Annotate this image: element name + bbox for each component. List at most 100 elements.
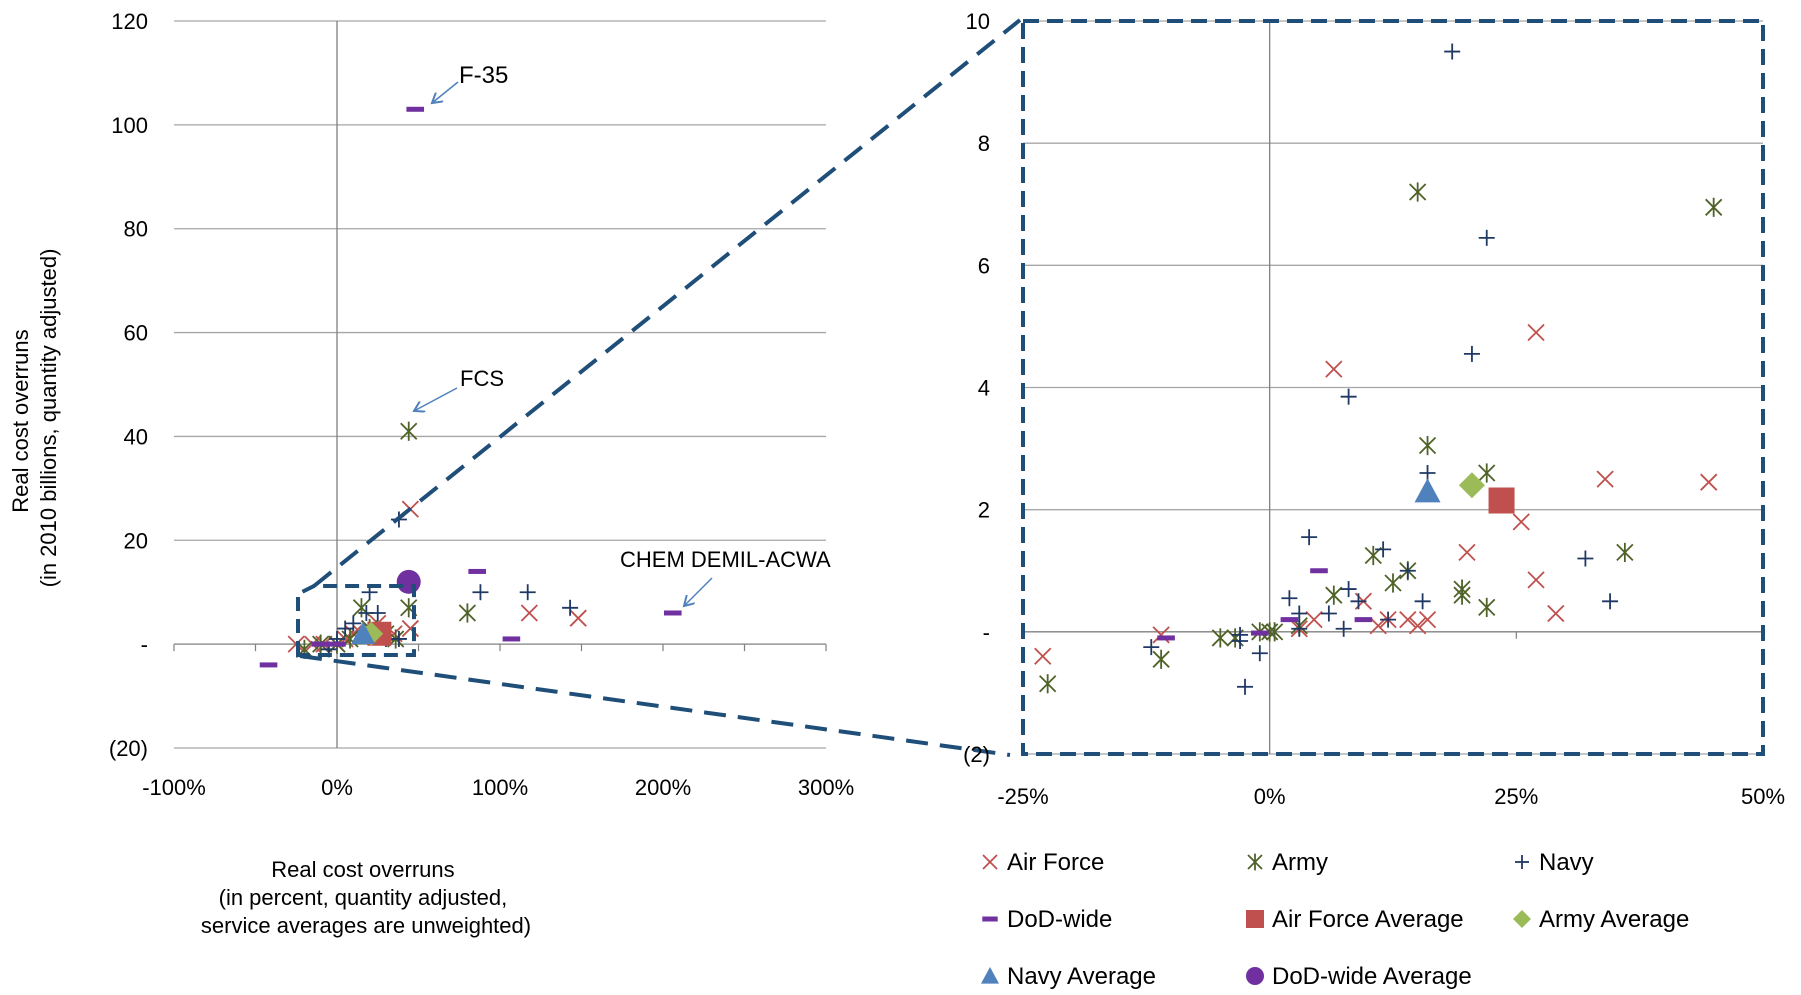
left-point-dod-wide [311,641,330,647]
legend-item-dod-wide: DoD-wide [982,906,1112,933]
right-point-dod-wide [1310,568,1328,574]
right-point-navy [1577,550,1594,567]
right-point-air-force [1034,647,1052,665]
left-point-navy [562,599,579,616]
right-point-navy [1444,43,1461,60]
right-point-navy [1237,678,1253,695]
left-x-tick-label: -100% [142,775,206,800]
legend-label-air-force: Air Force [1007,849,1104,876]
right-point-air-force [1418,610,1437,629]
legend: Air Force Army Navy DoD-wide Air Force Avera… [981,849,1689,990]
annotation-f35: F-35 [459,62,508,89]
right-y-tick-label: 6 [978,253,990,278]
right-point-navy [1340,388,1357,405]
right-point-navy [1143,639,1160,656]
right-point-navy [1291,605,1308,622]
right-x-tick-labels: -25% 0% 25% 50% [997,784,1785,809]
right-point-army [1152,649,1170,669]
left-y-tick-label: (20) [109,736,148,761]
left-x-tick-label: 0% [321,775,353,800]
left-zoom-region [296,584,416,657]
right-point-navy [1414,593,1431,610]
legend-label-dod-wide: DoD-wide [1007,906,1112,933]
right-point-army [1478,463,1496,483]
right-point-air-force [1527,571,1545,589]
right-point-dod-wide [1354,617,1373,623]
right-point-army [1325,585,1343,605]
right-point-air-force [1458,543,1476,562]
left-point-army [400,421,418,441]
left-point-air-force [520,604,538,622]
left-point-navy [369,604,386,621]
legend-label-army-average: Army Average [1539,906,1689,933]
legend-item-air-force-average: Air Force Average [1246,906,1464,933]
left-x-tick-label: 200% [635,775,691,800]
annotation-fcs-arrow [414,387,458,411]
legend-marker-air-force-average [1246,910,1264,928]
right-point-navy [1463,345,1480,362]
right-point-air-force [1700,473,1718,491]
right-point-navy-average [1414,478,1441,503]
legend-item-army: Army [1247,849,1328,876]
right-point-army [1409,182,1427,202]
right-zoom-frame [1021,19,1765,756]
right-point-navy [1335,620,1352,637]
right-gridlines [1023,20,1763,755]
left-x-tick-label: 100% [472,775,528,800]
left-x-tick-labels: -100% 0% 100% 200% 300% [142,775,854,800]
legend-item-navy: Navy [1515,849,1594,876]
left-point-navy [519,584,536,601]
left-y-tick-label: 80 [124,217,148,242]
right-point-army [1384,573,1402,593]
right-point-dod-wide [1251,630,1269,636]
left-point-dod-wide [406,106,425,112]
right-point-navy [1399,562,1416,579]
right-x-tick-label: 25% [1494,784,1538,809]
legend-marker-dod-wide [982,916,998,922]
left-y-tick-label: 100 [111,113,148,138]
right-y-tick-label: 2 [978,498,990,523]
right-point-air-force-average [1488,487,1515,514]
annotation-chem-demil-acwa: CHEM DEMIL-ACWA [620,547,831,572]
legend-marker-navy [1515,855,1529,869]
left-point-dod-wide [502,636,521,642]
right-point-navy [1281,590,1298,607]
right-point-navy [1340,581,1357,598]
left-y-tick-label: 40 [124,424,148,449]
right-point-army [1616,542,1634,563]
right-x-tick-label: 50% [1741,784,1785,809]
legend-label-navy-average: Navy Average [1007,963,1156,990]
right-point-dod-wide [1157,635,1175,641]
right-point-navy [1301,529,1318,546]
right-point-navy [1478,229,1495,246]
left-point-dod-wide [259,662,278,668]
right-point-navy [1350,593,1367,610]
left-point-air-force [569,609,587,627]
right-point-air-force [1512,513,1530,531]
left-gridlines [174,20,826,749]
legend-marker-navy-average [981,967,999,984]
annotation-chem-demil-acwa-arrow [684,577,713,606]
right-point-air-force [1527,323,1545,342]
legend-label-dod-wide-average: DoD-wide Average [1272,963,1472,990]
legend-marker-air-force [982,854,998,870]
zoom-connector-top [312,18,1022,588]
left-y-tick-label: 20 [124,528,148,553]
legend-marker-army-average [1513,910,1531,928]
left-point-army [458,603,477,623]
legend-item-dod-wide-average: DoD-wide Average [1246,963,1472,990]
right-point-navy [1291,620,1308,637]
annotation-fcs: FCS [460,366,504,391]
right-point-navy [1380,611,1397,628]
right-point-army [1453,585,1471,605]
left-point-dod-wide [328,641,346,647]
legend-item-air-force: Air Force [982,849,1104,876]
legend-marker-dod-wide-average [1246,967,1264,985]
right-point-army [1211,628,1229,648]
right-y-tick-label: - [983,620,990,645]
left-y-tick-label: 60 [124,321,148,346]
legend-item-army-average: Army Average [1513,906,1689,933]
left-y-tick-label: - [141,632,148,657]
